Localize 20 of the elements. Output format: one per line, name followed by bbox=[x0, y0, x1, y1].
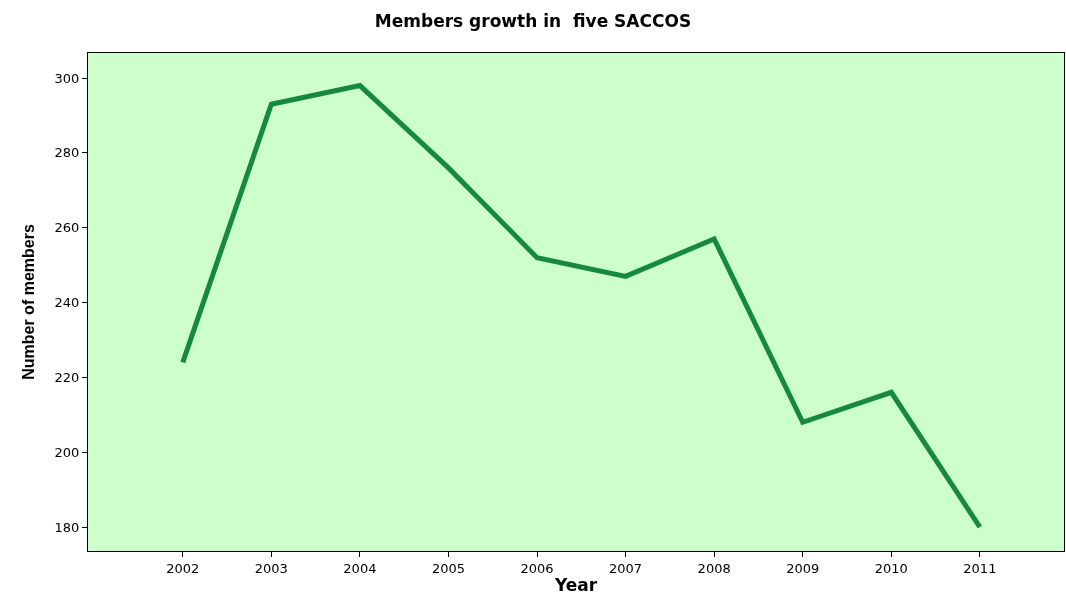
x-tick-label: 2004 bbox=[343, 560, 377, 576]
x-tick-label: 2009 bbox=[786, 560, 820, 576]
y-tick-label: 240 bbox=[54, 295, 80, 311]
y-tick-label: 220 bbox=[54, 369, 80, 385]
y-tick-label: 260 bbox=[54, 220, 80, 236]
x-axis-title: Year bbox=[553, 575, 598, 595]
y-axis-title: Number of members bbox=[20, 224, 38, 380]
x-tick-label: 2005 bbox=[431, 560, 466, 576]
x-tick-label: 2003 bbox=[254, 560, 288, 576]
y-tick-label: 280 bbox=[54, 145, 80, 161]
y-tick-label: 300 bbox=[54, 70, 80, 86]
x-tick-label: 2007 bbox=[609, 560, 643, 576]
x-tick-label: 2011 bbox=[963, 560, 997, 576]
y-tick-label: 200 bbox=[54, 444, 80, 460]
x-tick-label: 2002 bbox=[166, 560, 200, 576]
x-tick-label: 2008 bbox=[697, 560, 731, 576]
chart-title: Members growth in five SACCOS bbox=[374, 10, 692, 31]
y-tick-label: 180 bbox=[54, 519, 80, 535]
x-tick-label: 2006 bbox=[520, 560, 554, 576]
x-tick-label: 2010 bbox=[874, 560, 908, 576]
